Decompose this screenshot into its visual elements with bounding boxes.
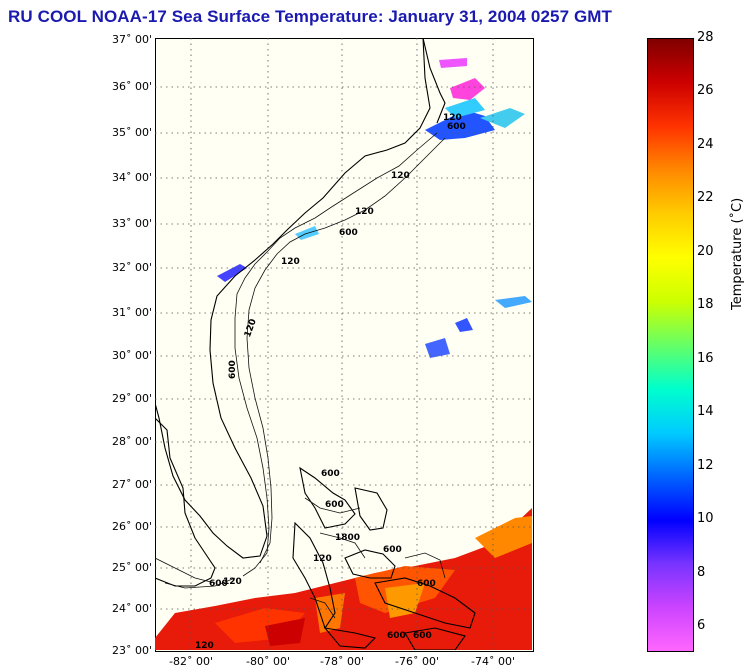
longitude-label: -78˚ 00'	[320, 655, 364, 668]
latitude-label: 37˚ 00'	[111, 33, 152, 46]
latitude-label: 29˚ 00'	[111, 392, 152, 405]
colorbar-tick: 28	[697, 30, 714, 45]
contour-label: 120	[243, 318, 259, 339]
colorbar-tick: 8	[697, 565, 706, 580]
longitude-label: -74˚ 00'	[471, 655, 515, 668]
latitude-label: 35˚ 00'	[111, 126, 152, 139]
colorbar-tick: 18	[697, 297, 714, 312]
sst-cold-patch-north	[425, 58, 525, 140]
latitude-label: 23˚ 00'	[111, 644, 152, 657]
contour-label: 1800	[335, 533, 360, 543]
latitude-label: 34˚ 00'	[111, 171, 152, 184]
contour-label: 120	[391, 171, 410, 181]
longitude-label: -76˚ 00'	[395, 655, 439, 668]
colorbar-label: Temperature (˚C)	[730, 197, 744, 310]
colorbar-tick: 12	[697, 458, 714, 473]
colorbar-tick: 22	[697, 190, 714, 205]
latitude-label: 32˚ 00'	[111, 261, 152, 274]
contour-label: 120	[355, 207, 374, 217]
latitude-label: 31˚ 00'	[111, 306, 152, 319]
colorbar-tick: 6	[697, 618, 706, 633]
colorbar-tick: 26	[697, 83, 714, 98]
latitude-label: 26˚ 00'	[111, 520, 152, 533]
sst-map: 120 600 120 600 120 600 120 120 600 600 …	[155, 38, 532, 651]
map-title: RU COOL NOAA-17 Sea Surface Temperature:…	[8, 7, 613, 26]
colorbar-tick: 24	[697, 137, 714, 152]
latitude-label: 28˚ 00'	[111, 435, 152, 448]
sst-warm-patch	[155, 508, 532, 650]
latitude-label: 24˚ 00'	[111, 602, 152, 615]
contour-label: 120	[281, 257, 300, 267]
contour-label: 120	[223, 577, 242, 587]
sst-cold-patch-mid	[217, 226, 532, 358]
latitude-label: 27˚ 00'	[111, 478, 152, 491]
contour-label: 120	[195, 641, 214, 651]
colorbar-tick: 16	[697, 351, 714, 366]
longitude-label: -80˚ 00'	[246, 655, 290, 668]
contour-label: 600	[417, 579, 436, 589]
contour-label: 600	[228, 360, 238, 379]
latitude-label: 36˚ 00'	[111, 80, 152, 93]
longitude-label: -82˚ 00'	[169, 655, 213, 668]
colorbar-tick: 20	[697, 244, 714, 259]
contour-label: 600	[325, 500, 344, 510]
contour-label: 600	[447, 122, 466, 132]
contour-label: 600	[413, 631, 432, 641]
latitude-label: 25˚ 00'	[111, 561, 152, 574]
contour-label: 120	[313, 554, 332, 564]
contour-label: 600	[383, 545, 402, 555]
contour-label: 600	[387, 631, 406, 641]
map-area	[155, 38, 534, 652]
contour-label: 600	[209, 579, 228, 589]
contour-label: 600	[321, 469, 340, 479]
temperature-colorbar	[647, 38, 694, 652]
coastline	[155, 38, 476, 650]
contour-label: 120	[443, 113, 462, 123]
latitude-label: 30˚ 00'	[111, 349, 152, 362]
bathymetry-contours	[155, 132, 446, 619]
colorbar-tick: 14	[697, 404, 714, 419]
colorbar-tick: 10	[697, 511, 714, 526]
latitude-label: 33˚ 00'	[111, 217, 152, 230]
contour-label: 600	[339, 228, 358, 238]
